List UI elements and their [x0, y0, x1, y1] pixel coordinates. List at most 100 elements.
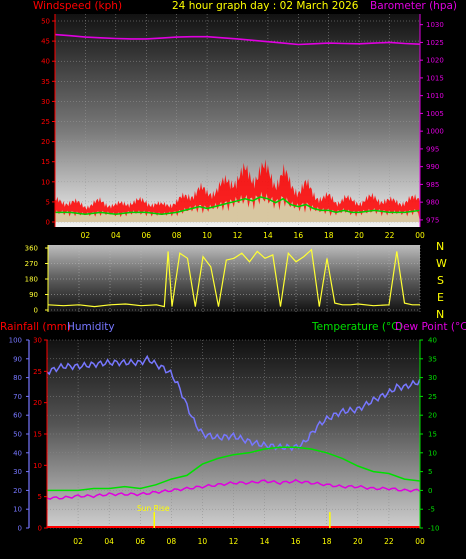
- humidity-y-tick: 0: [18, 525, 22, 533]
- humidity-x-tick: 14: [260, 537, 270, 546]
- compass-w: W: [436, 257, 447, 270]
- temp-y-tick: 40: [428, 337, 437, 345]
- graph-title: 24 hour graph day : 02 March 2026: [172, 0, 359, 12]
- humidity-label: Humidity: [67, 321, 115, 333]
- temp-y-tick: 35: [428, 355, 437, 363]
- rain-y-tick: 15: [33, 431, 42, 439]
- compass-n-top: N: [436, 240, 444, 253]
- barometer-label: Barometer (hpa): [370, 0, 457, 12]
- wind-y-tick: 15: [41, 158, 50, 166]
- wind-x-tick: 20: [354, 231, 364, 240]
- humidity-x-tick: 10: [198, 537, 208, 546]
- compass-n-bottom: N: [436, 308, 444, 321]
- wind-x-tick: 00: [415, 231, 425, 240]
- wind-y-ticks: 0 5 10 15 20 25 30 35 40 45 50: [41, 18, 55, 227]
- wind-y-tick: 0: [46, 219, 50, 227]
- rain-y-tick: 30: [33, 337, 42, 345]
- temp-y-ticks: -10 -5 0 5 10 15 20 25 30 35 40: [420, 337, 439, 533]
- rainfall-label: Rainfall (mm): [0, 321, 71, 333]
- wind-y-tick: 10: [41, 178, 50, 186]
- rain-y-ticks: 0 5 10 15 20 25 30: [33, 337, 47, 533]
- wind-y-tick: 25: [41, 118, 50, 126]
- temp-y-tick: 25: [428, 393, 437, 401]
- direction-y-tick: 90: [29, 291, 38, 299]
- barometer-line: [54, 33, 421, 46]
- wind-x-tick: 08: [172, 231, 182, 240]
- barometer-y-tick: 985: [426, 181, 439, 189]
- wind-direction-line: [47, 248, 420, 308]
- wind-x-tick: 06: [141, 231, 151, 240]
- wind-x-tick: 12: [233, 231, 243, 240]
- wind-x-tick: 18: [324, 231, 334, 240]
- barometer-y-tick: 1005: [426, 110, 444, 118]
- humidity-y-tick: 30: [13, 468, 22, 476]
- temp-y-tick: -5: [428, 506, 435, 514]
- humidity-x-tick: 12: [229, 537, 239, 546]
- humidity-y-tick: 20: [13, 487, 22, 495]
- dewpoint-line: [46, 478, 421, 501]
- barometer-y-tick: 1015: [426, 74, 444, 82]
- direction-grid: [48, 245, 421, 312]
- barometer-y-ticks: 975 980 985 990 995 1000 1005 1010 1015 1020 1025 1…: [420, 21, 444, 224]
- sunrise-label: Sun Rise: [137, 504, 170, 513]
- temp-y-tick: 5: [428, 468, 432, 476]
- rain-y-tick: 0: [38, 525, 42, 533]
- gust-area: [55, 159, 420, 222]
- windspeed-label: Windspeed (kph): [33, 0, 122, 12]
- compass-e: E: [437, 291, 444, 304]
- wind-y-tick: 45: [41, 38, 50, 46]
- barometer-y-tick: 980: [426, 199, 439, 207]
- direction-y-ticks: 0 90 180 270 360: [25, 245, 48, 315]
- rain-y-tick: 25: [33, 368, 42, 376]
- barometer-y-tick: 1025: [426, 39, 444, 47]
- humidity-y-tick: 70: [13, 393, 22, 401]
- temp-y-tick: 30: [428, 374, 437, 382]
- wind-y-tick: 30: [41, 98, 50, 106]
- humidity-y-ticks: 0 10 20 30 40 50 60 70 80 90 100: [9, 337, 29, 533]
- wind-y-tick: 35: [41, 78, 50, 86]
- wind-x-tick: 04: [111, 231, 121, 240]
- humidity-line: [46, 354, 421, 452]
- windspeed-line: [55, 196, 421, 216]
- direction-y-tick: 0: [34, 307, 38, 315]
- direction-y-tick: 180: [25, 276, 38, 284]
- barometer-y-tick: 975: [426, 216, 439, 224]
- wind-y-tick: 20: [41, 138, 50, 146]
- barometer-y-tick: 1010: [426, 92, 444, 100]
- humidity-y-tick: 50: [13, 431, 22, 439]
- wind-x-ticks: 02 04 06 08 10 12 14 16 18 20 22 00: [81, 231, 425, 240]
- temp-y-tick: -10: [428, 525, 439, 533]
- humidity-x-tick: 18: [322, 537, 332, 546]
- barometer-y-tick: 1000: [426, 128, 444, 136]
- humidity-x-tick: 00: [415, 537, 425, 546]
- rain-y-tick: 10: [33, 462, 42, 470]
- temp-y-tick: 0: [428, 487, 432, 495]
- humidity-y-tick: 10: [13, 506, 22, 514]
- temperature-line: [47, 446, 421, 492]
- wind-x-tick: 16: [294, 231, 304, 240]
- humidity-x-tick: 22: [384, 537, 394, 546]
- temp-y-tick: 15: [428, 431, 437, 439]
- temp-y-tick: 20: [428, 412, 437, 420]
- wind-y-tick: 5: [46, 198, 50, 206]
- humidity-y-tick: 90: [13, 355, 22, 363]
- humidity-x-tick: 20: [353, 537, 363, 546]
- humidity-x-ticks: 02 04 06 08 10 12 14 16 18 20 22 00: [73, 537, 425, 546]
- barometer-y-tick: 995: [426, 145, 439, 153]
- wind-x-tick: 14: [263, 231, 273, 240]
- wind-x-tick: 10: [202, 231, 212, 240]
- rain-y-tick: 5: [38, 493, 42, 501]
- humidity-y-tick: 60: [13, 412, 22, 420]
- wind-x-tick: 02: [81, 231, 91, 240]
- humidity-y-tick: 100: [9, 337, 22, 345]
- wind-y-tick: 40: [41, 58, 50, 66]
- temperature-label: Temperature (°C): [311, 321, 403, 333]
- humidity-y-tick: 80: [13, 374, 22, 382]
- rain-y-tick: 20: [33, 399, 42, 407]
- wind-x-tick: 22: [385, 231, 395, 240]
- humidity-y-tick: 40: [13, 449, 22, 457]
- wind-y-tick: 50: [41, 18, 50, 26]
- compass-s: S: [437, 274, 444, 287]
